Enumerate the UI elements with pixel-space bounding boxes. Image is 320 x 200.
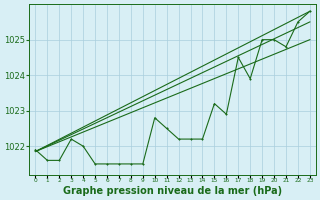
- X-axis label: Graphe pression niveau de la mer (hPa): Graphe pression niveau de la mer (hPa): [63, 186, 282, 196]
